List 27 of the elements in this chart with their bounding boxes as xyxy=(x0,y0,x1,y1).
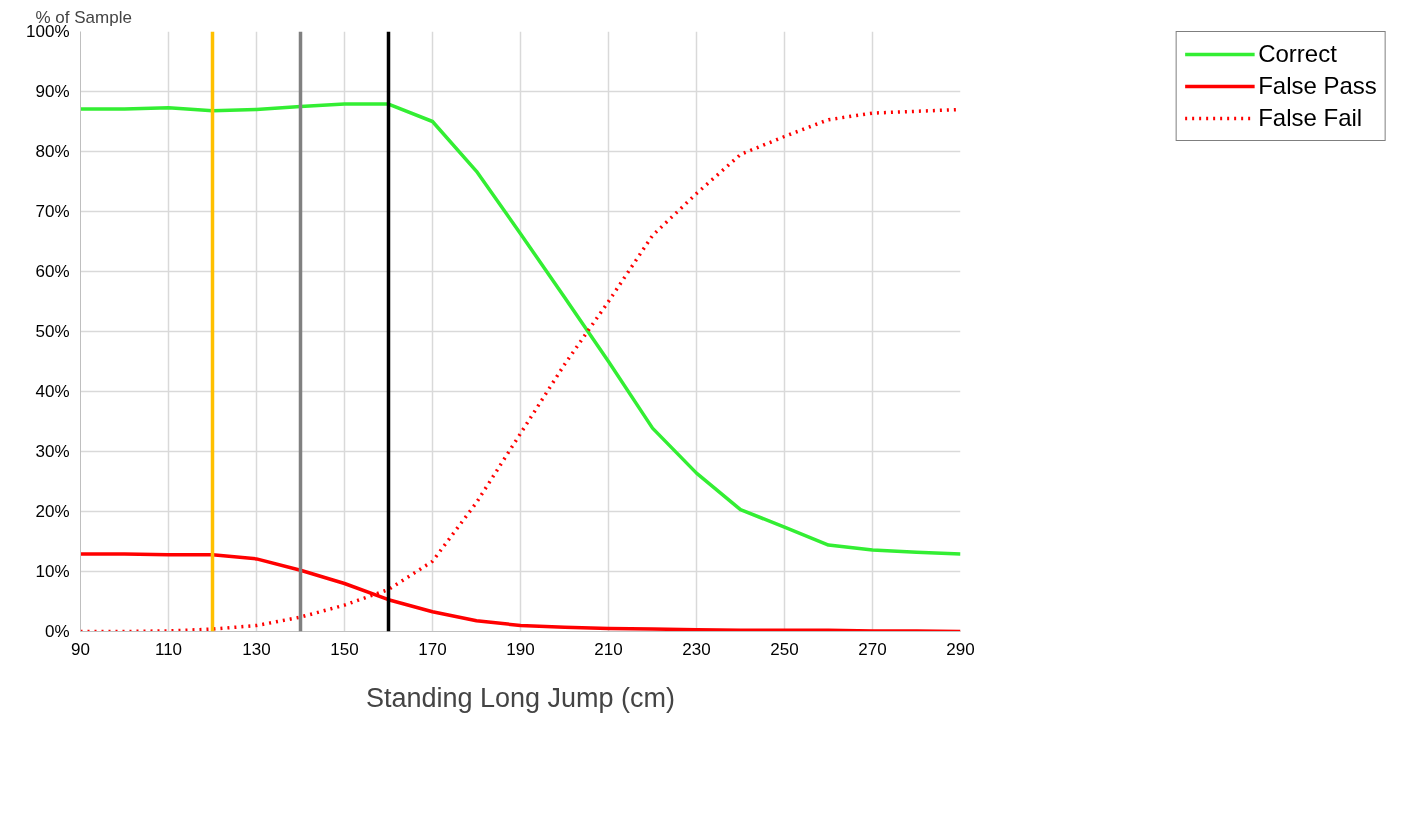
legend-label: False Pass xyxy=(1258,72,1377,100)
y-tick-label: 30% xyxy=(35,442,70,461)
x-tick-label: 90 xyxy=(71,639,90,659)
y-tick-label: 20% xyxy=(35,502,70,521)
y-tick-label: 90% xyxy=(35,82,70,101)
x-axis-title: Standing Long Jump (cm) xyxy=(365,682,676,713)
x-tick-label: 170 xyxy=(418,639,447,659)
y-tick-label: 40% xyxy=(35,382,70,401)
y-tick-label: 80% xyxy=(35,142,70,161)
x-tick-label: 270 xyxy=(858,639,887,659)
y-tick-label: 0% xyxy=(44,622,70,641)
x-tick-label: 290 xyxy=(946,639,975,659)
x-tick-label: 110 xyxy=(154,639,183,659)
y-tick-label: 10% xyxy=(35,562,70,581)
x-tick-label: 210 xyxy=(594,639,623,659)
x-tick-label: 190 xyxy=(506,639,535,659)
x-tick-label: 130 xyxy=(242,639,271,659)
x-tick-label: 150 xyxy=(330,639,359,659)
x-tick-label: 230 xyxy=(682,639,711,659)
line-series xyxy=(80,102,961,556)
legend-label: Correct xyxy=(1258,40,1337,68)
y-tick-label: 100% xyxy=(26,22,70,41)
y-tick-label: 60% xyxy=(35,262,70,281)
y-tick-label: 50% xyxy=(35,322,70,341)
y-tick-label: 70% xyxy=(35,202,70,221)
x-tick-label: 250 xyxy=(770,639,799,659)
legend-label: False Fail xyxy=(1258,104,1363,132)
